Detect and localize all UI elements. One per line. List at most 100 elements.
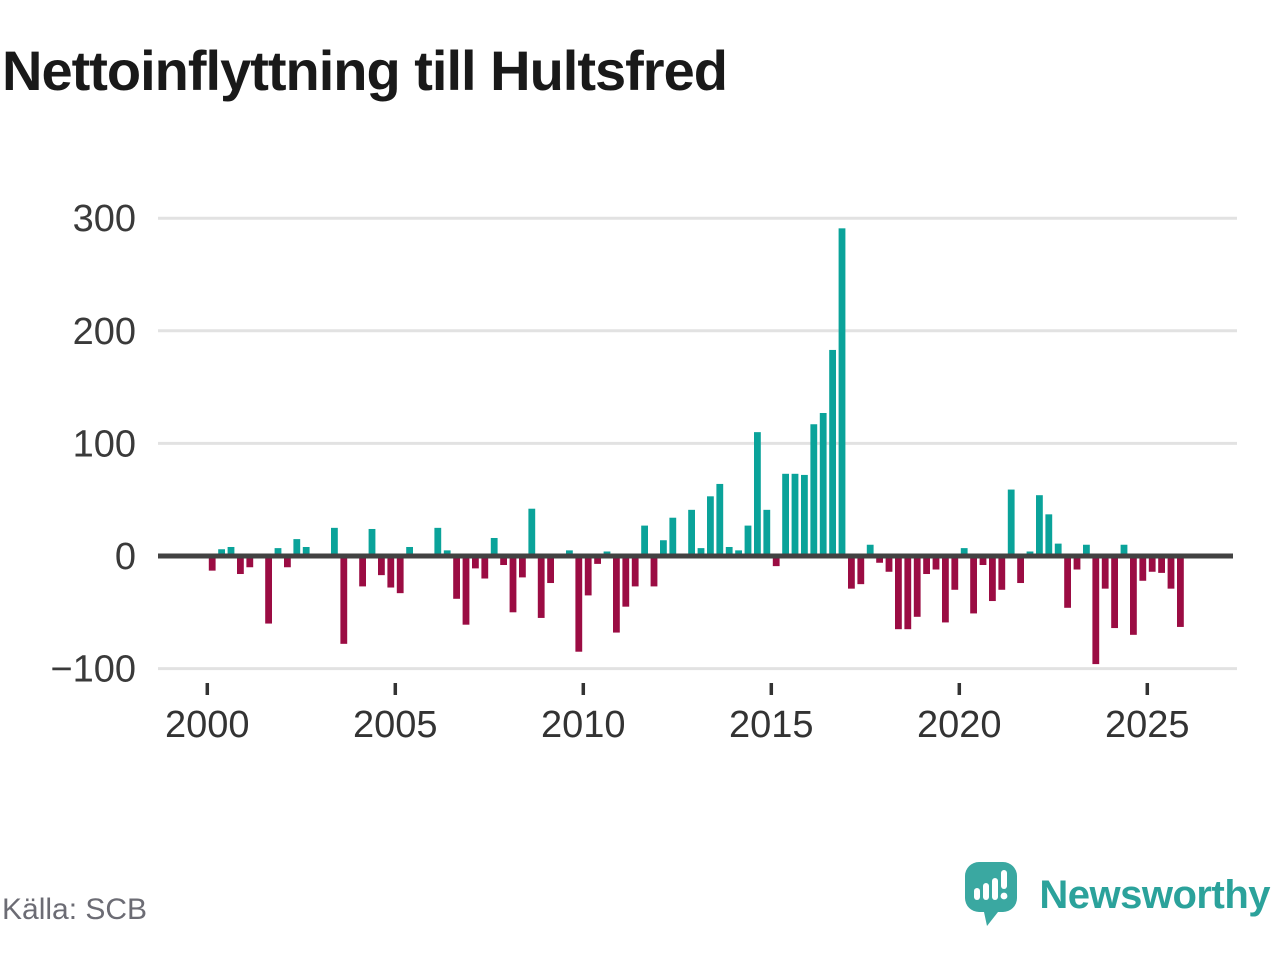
bar: [378, 556, 385, 576]
bar: [490, 537, 498, 556]
logo-exclamation-dot: [1000, 892, 1008, 900]
bar: [913, 556, 921, 617]
x-axis-label: 2015: [729, 704, 814, 746]
bar: [989, 556, 996, 602]
bar: [707, 496, 714, 556]
bar: [1007, 489, 1015, 556]
brand-logo: Newsworthy: [965, 862, 1270, 928]
bar: [227, 546, 235, 556]
y-axis-label: 100: [73, 423, 136, 465]
bar: [519, 556, 526, 578]
bar: [631, 556, 639, 587]
bar: [801, 474, 808, 556]
x-axis-label: 2020: [917, 704, 1002, 746]
bar: [1101, 556, 1109, 589]
bar: [1139, 556, 1147, 581]
bar: [1148, 556, 1156, 572]
bar: [688, 509, 695, 556]
x-axis-label: 2010: [541, 704, 626, 746]
bar: [744, 525, 752, 556]
bar: [810, 424, 818, 556]
bar: [1130, 556, 1137, 635]
bar: [500, 556, 507, 566]
bar: [481, 556, 489, 579]
bar: [1045, 514, 1053, 556]
bar: [1083, 544, 1090, 556]
bar: [584, 556, 592, 596]
x-axis-label: 2005: [353, 704, 438, 746]
bar: [537, 556, 545, 618]
bar: [895, 556, 902, 630]
bar: [857, 556, 865, 585]
bar: [566, 550, 573, 556]
bar: [396, 556, 404, 594]
bar: [472, 556, 479, 569]
bar: [650, 556, 658, 587]
bar: [443, 550, 451, 556]
bar: [265, 556, 272, 624]
bar: [772, 556, 780, 567]
bar: [622, 556, 630, 607]
bar: [1177, 556, 1184, 627]
bar: [866, 544, 874, 556]
y-axis-label: 300: [73, 198, 136, 240]
bar: [331, 527, 338, 556]
bar: [885, 556, 893, 572]
bar: [246, 556, 254, 568]
bar: [528, 508, 536, 556]
bar: [819, 412, 827, 556]
logo-bar-3: [992, 878, 999, 900]
bar: [1158, 556, 1165, 573]
bar: [406, 546, 413, 556]
bar: [829, 349, 836, 556]
bar: [284, 556, 291, 568]
bar: [660, 540, 667, 556]
newsworthy-logo-icon: [965, 862, 1018, 926]
bar: [340, 556, 348, 644]
bar: [434, 527, 442, 556]
bar: [725, 546, 733, 556]
bar: [462, 556, 470, 625]
bar: [848, 556, 855, 589]
chart-title: Nettoinflyttning till Hultsfred: [2, 39, 728, 102]
bar: [763, 509, 771, 556]
bar: [453, 556, 460, 599]
bar: [218, 549, 225, 556]
logo-bubble: [965, 862, 1018, 926]
bar: [960, 548, 968, 556]
bar: [782, 473, 789, 556]
y-axis-label: 0: [115, 536, 136, 578]
logo-exclamation-bar: [1001, 870, 1008, 889]
brand-name: Newsworthy: [1039, 872, 1270, 917]
bar: [1017, 556, 1024, 584]
bar: [1036, 495, 1043, 556]
bar: [509, 556, 517, 613]
bar: [293, 539, 301, 556]
bar: [1111, 556, 1118, 629]
bar: [547, 556, 554, 584]
bar: [942, 556, 949, 623]
bar: [1054, 543, 1062, 556]
bar: [951, 556, 959, 590]
bar: [754, 432, 761, 556]
bar: [735, 550, 742, 556]
bar: [208, 556, 216, 571]
bar: [979, 556, 987, 566]
logo-bar-1: [974, 888, 981, 900]
bar: [302, 546, 310, 556]
bar: [613, 556, 620, 633]
x-axis-label: 2000: [165, 704, 250, 746]
bar: [716, 483, 724, 556]
x-axis-label: 2025: [1105, 704, 1190, 746]
bar: [876, 556, 883, 563]
bar: [1092, 556, 1100, 665]
bar: [791, 473, 799, 556]
bar: [594, 556, 601, 564]
y-axis-label: 200: [73, 311, 136, 353]
bar: [1064, 556, 1071, 608]
bar: [697, 548, 705, 556]
bar: [669, 517, 677, 556]
y-axis-label: −100: [50, 649, 136, 691]
